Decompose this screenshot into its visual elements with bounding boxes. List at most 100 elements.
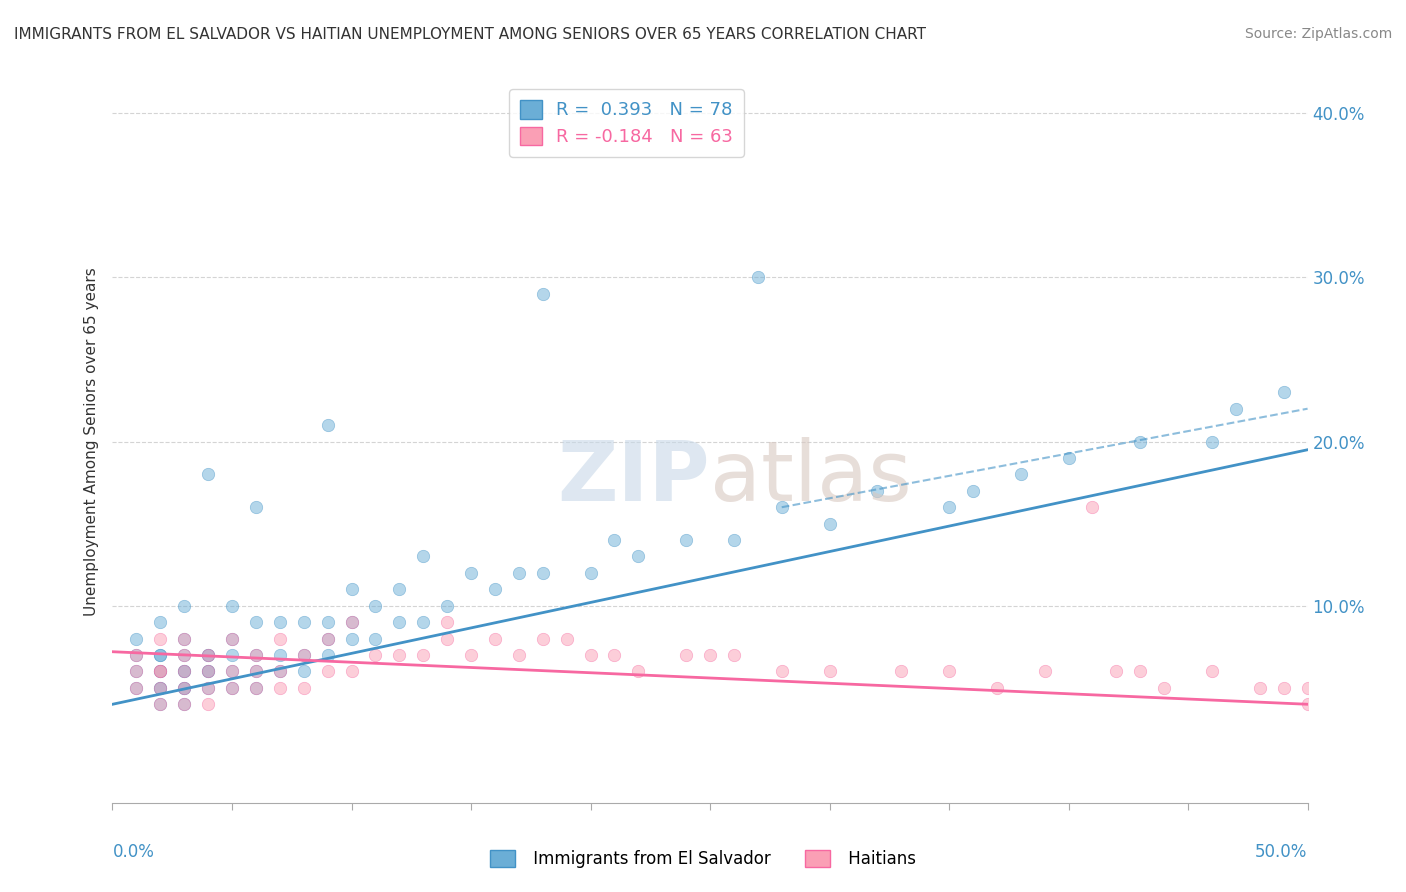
- Point: [603, 533, 626, 547]
- Point: [531, 566, 554, 580]
- Point: [340, 632, 363, 646]
- Point: [245, 648, 267, 662]
- Point: [173, 648, 195, 662]
- Point: [1272, 385, 1295, 400]
- Point: [197, 665, 219, 679]
- Point: [197, 648, 219, 662]
- Point: [245, 665, 267, 679]
- Point: [316, 615, 339, 630]
- Point: [938, 500, 960, 515]
- Text: atlas: atlas: [710, 437, 911, 518]
- Point: [221, 681, 243, 695]
- Point: [149, 698, 172, 712]
- Point: [149, 665, 172, 679]
- Point: [1296, 681, 1319, 695]
- Point: [316, 632, 339, 646]
- Point: [221, 632, 243, 646]
- Point: [508, 566, 530, 580]
- Point: [269, 648, 291, 662]
- Point: [1129, 434, 1152, 449]
- Point: [292, 615, 315, 630]
- Point: [1105, 665, 1128, 679]
- Point: [962, 483, 984, 498]
- Point: [484, 582, 506, 597]
- Point: [197, 665, 219, 679]
- Point: [173, 632, 195, 646]
- Point: [412, 648, 434, 662]
- Legend: R =  0.393   N = 78, R = -0.184   N = 63: R = 0.393 N = 78, R = -0.184 N = 63: [509, 89, 744, 157]
- Point: [197, 467, 219, 482]
- Point: [269, 665, 291, 679]
- Legend:  Immigrants from El Salvador,  Haitians: Immigrants from El Salvador, Haitians: [484, 843, 922, 875]
- Point: [1129, 665, 1152, 679]
- Text: 50.0%: 50.0%: [1256, 843, 1308, 861]
- Point: [173, 681, 195, 695]
- Point: [316, 632, 339, 646]
- Point: [149, 698, 172, 712]
- Point: [269, 665, 291, 679]
- Point: [770, 665, 793, 679]
- Point: [388, 582, 411, 597]
- Point: [747, 270, 769, 285]
- Point: [436, 615, 458, 630]
- Point: [269, 681, 291, 695]
- Point: [197, 665, 219, 679]
- Point: [197, 648, 219, 662]
- Point: [412, 615, 434, 630]
- Text: Source: ZipAtlas.com: Source: ZipAtlas.com: [1244, 27, 1392, 41]
- Point: [986, 681, 1008, 695]
- Point: [173, 632, 195, 646]
- Point: [197, 681, 219, 695]
- Point: [1153, 681, 1175, 695]
- Point: [149, 648, 172, 662]
- Point: [460, 566, 482, 580]
- Point: [173, 648, 195, 662]
- Point: [340, 615, 363, 630]
- Point: [340, 615, 363, 630]
- Point: [149, 648, 172, 662]
- Y-axis label: Unemployment Among Seniors over 65 years: Unemployment Among Seniors over 65 years: [83, 268, 98, 615]
- Point: [1225, 401, 1247, 416]
- Point: [770, 500, 793, 515]
- Point: [149, 615, 172, 630]
- Point: [388, 615, 411, 630]
- Point: [149, 681, 172, 695]
- Text: IMMIGRANTS FROM EL SALVADOR VS HAITIAN UNEMPLOYMENT AMONG SENIORS OVER 65 YEARS : IMMIGRANTS FROM EL SALVADOR VS HAITIAN U…: [14, 27, 927, 42]
- Point: [388, 648, 411, 662]
- Point: [292, 648, 315, 662]
- Point: [603, 648, 626, 662]
- Point: [1201, 665, 1223, 679]
- Point: [125, 648, 148, 662]
- Point: [221, 599, 243, 613]
- Point: [1249, 681, 1271, 695]
- Point: [221, 665, 243, 679]
- Point: [173, 698, 195, 712]
- Point: [818, 665, 841, 679]
- Point: [149, 665, 172, 679]
- Point: [412, 549, 434, 564]
- Point: [125, 632, 148, 646]
- Point: [197, 648, 219, 662]
- Point: [364, 648, 387, 662]
- Point: [173, 665, 195, 679]
- Point: [125, 681, 148, 695]
- Point: [579, 648, 602, 662]
- Point: [364, 599, 387, 613]
- Point: [316, 665, 339, 679]
- Point: [173, 665, 195, 679]
- Point: [316, 648, 339, 662]
- Point: [818, 516, 841, 531]
- Point: [555, 632, 578, 646]
- Point: [675, 533, 697, 547]
- Point: [245, 681, 267, 695]
- Point: [149, 632, 172, 646]
- Point: [460, 648, 482, 662]
- Point: [125, 665, 148, 679]
- Point: [292, 665, 315, 679]
- Point: [723, 533, 745, 547]
- Point: [245, 681, 267, 695]
- Point: [245, 665, 267, 679]
- Point: [1272, 681, 1295, 695]
- Point: [292, 681, 315, 695]
- Point: [579, 566, 602, 580]
